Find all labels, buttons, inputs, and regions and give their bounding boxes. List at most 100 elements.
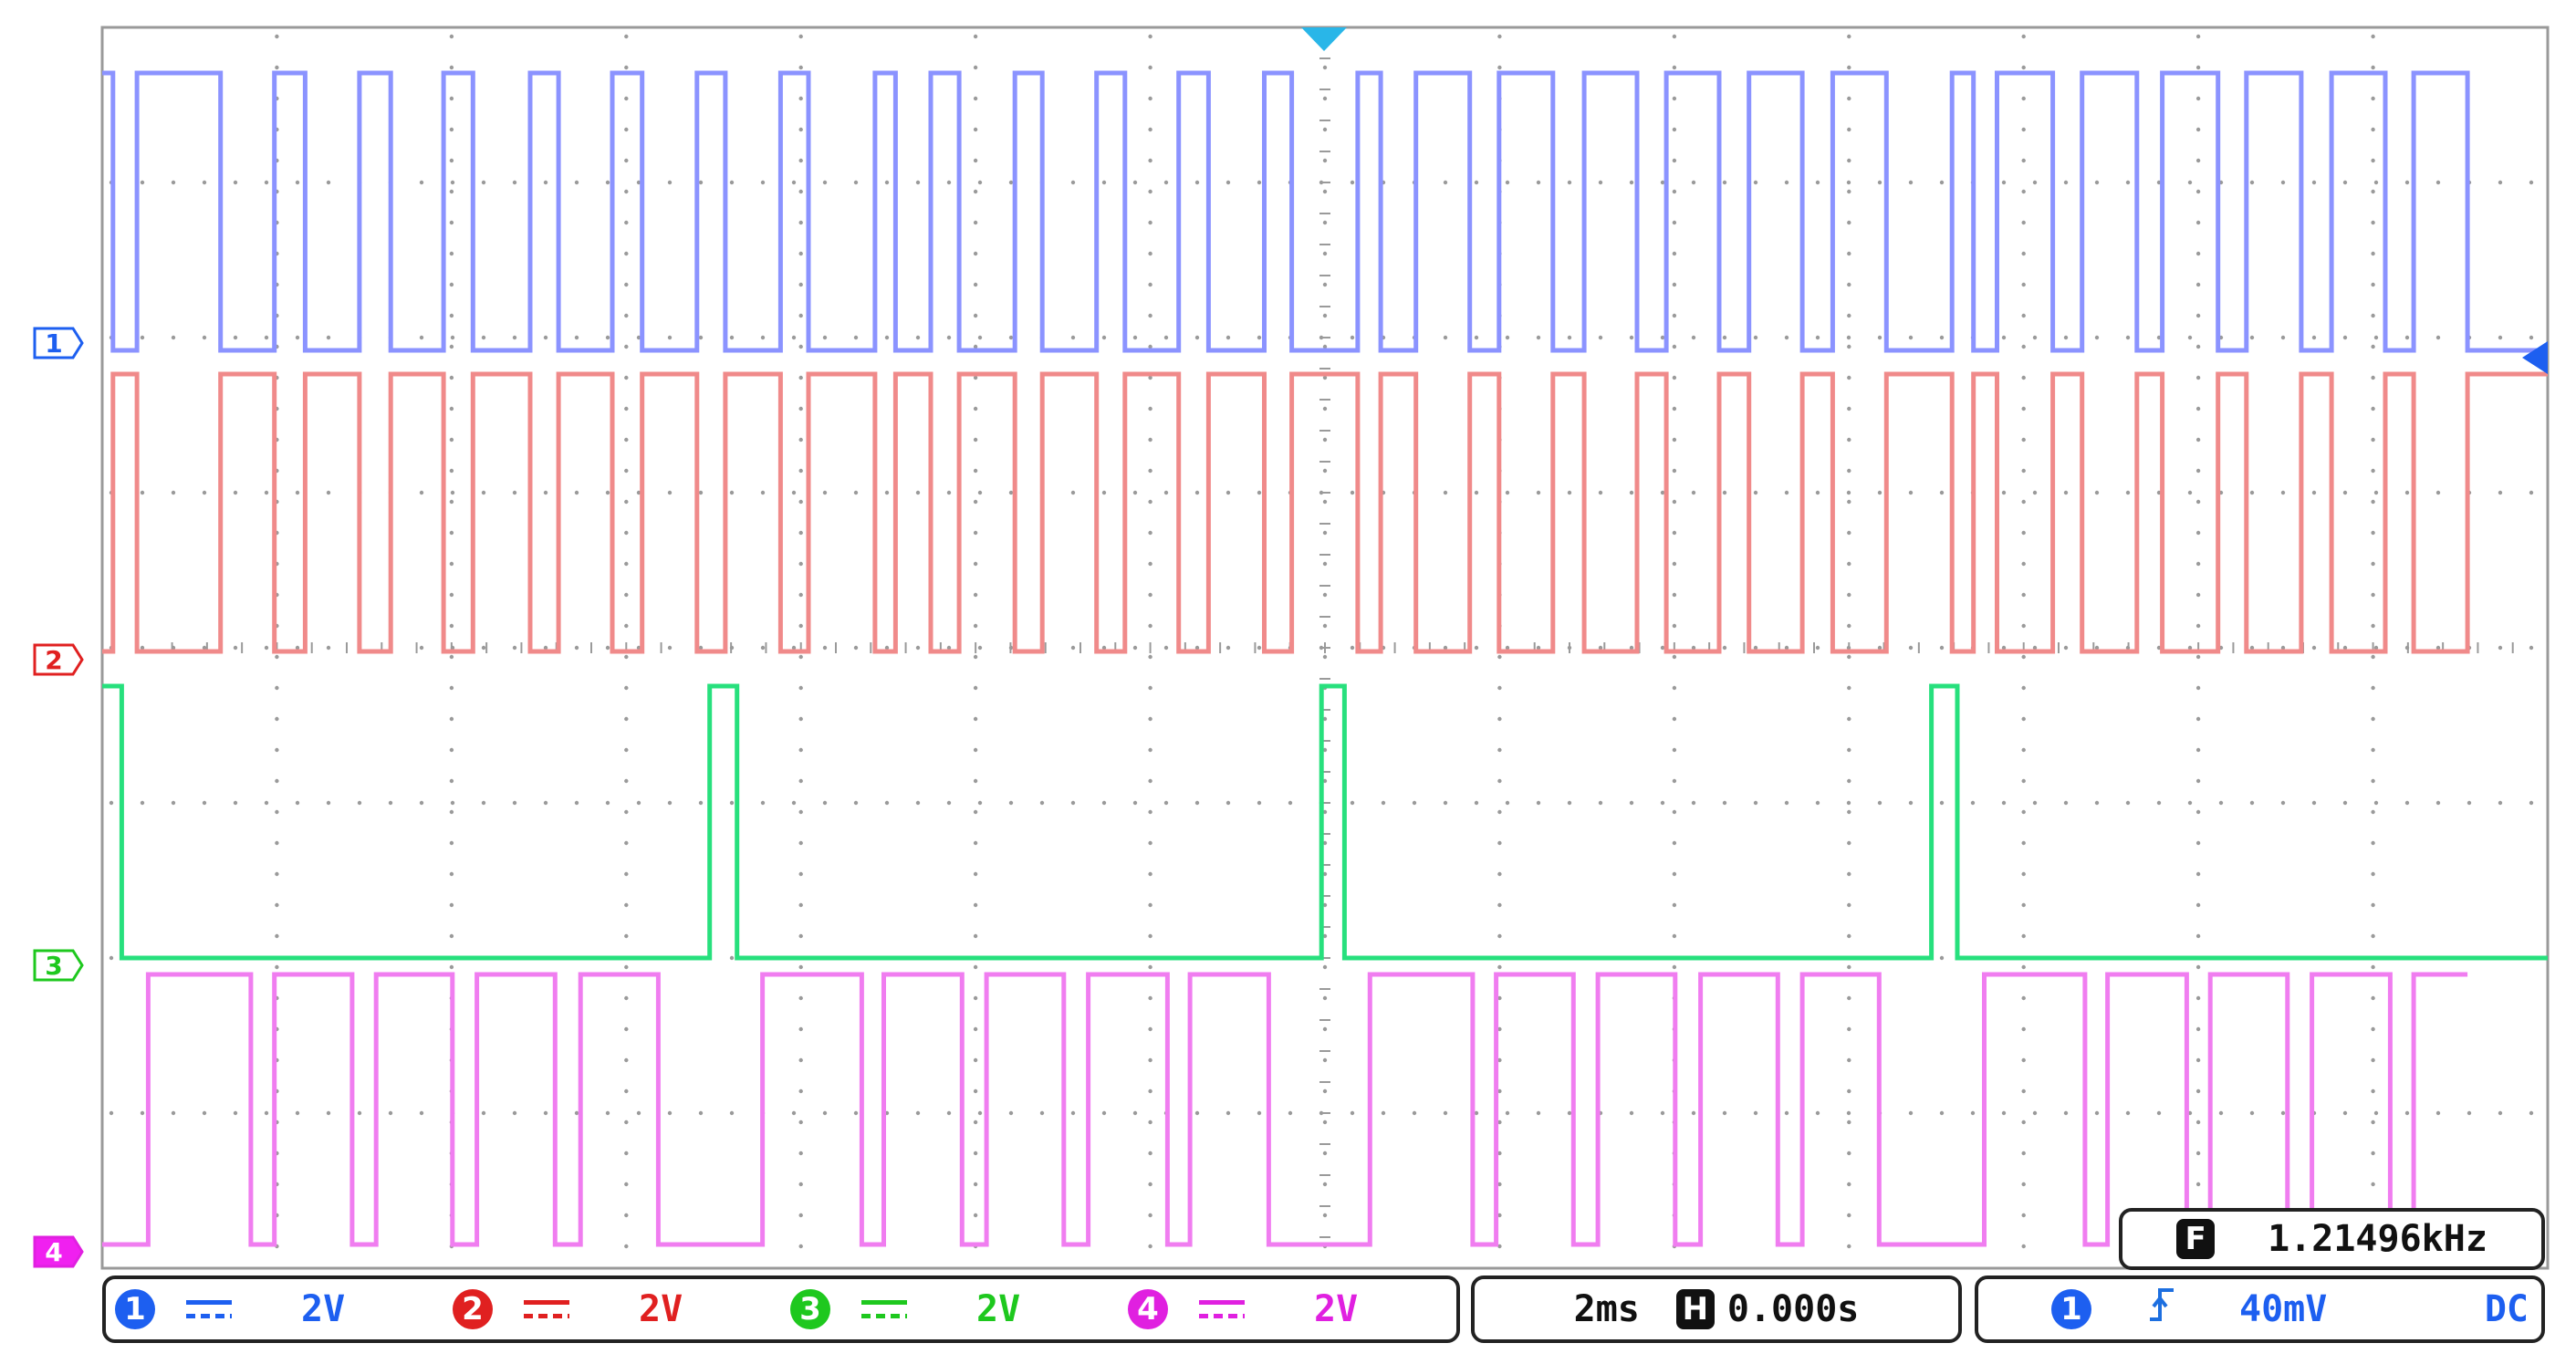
grid-dot: [973, 375, 978, 380]
grid-dot: [1847, 282, 1851, 287]
grid-dot: [2195, 127, 2201, 132]
grid-dot: [624, 189, 629, 194]
grid-dot: [1322, 654, 1328, 660]
grid-dot: [2021, 96, 2026, 101]
timebase-status[interactable]: 2ms H 0.000s: [1471, 1275, 1962, 1343]
grid-dot: [295, 645, 300, 651]
grid-dot: [2021, 375, 2026, 380]
grid-dot: [1691, 180, 1696, 185]
grid-dot: [973, 127, 978, 132]
grid-dot: [798, 995, 803, 1001]
grid-dot: [1412, 800, 1417, 806]
grid-dot: [1148, 995, 1152, 1001]
grid-dot: [2342, 800, 2348, 806]
grid-dot: [973, 96, 978, 101]
grid-dot: [171, 490, 176, 495]
channel-4-status[interactable]: 4 2V: [1119, 1288, 1456, 1330]
grid-dot: [1322, 251, 1328, 256]
grid-dot: [973, 778, 978, 784]
grid-dot: [1672, 189, 1677, 194]
grid-dot: [1497, 1088, 1502, 1094]
grid-dot: [1567, 180, 1572, 185]
grid-dot: [1939, 800, 1945, 806]
grid-dot: [449, 778, 454, 784]
channel-2-status[interactable]: 2 2V: [443, 1288, 781, 1330]
grid-dot: [1497, 747, 1502, 753]
grid-dot: [973, 933, 978, 939]
grid-dot: [1497, 1244, 1502, 1249]
grid-dot: [798, 406, 803, 411]
grid-dot: [1908, 180, 1914, 185]
grid-dot: [449, 406, 454, 411]
waveform-traces: [102, 70, 2548, 1247]
channel-2-marker-label: 2: [45, 644, 63, 675]
channel-3-badge: 3: [790, 1289, 830, 1329]
grid-dot: [1322, 747, 1328, 753]
grid-dot: [1443, 335, 1448, 340]
grid-dot: [2001, 180, 2007, 185]
grid-dot: [2529, 335, 2534, 340]
grid-dot: [973, 1151, 978, 1156]
grid-dot: [2195, 592, 2201, 598]
grid-dot: [1194, 490, 1200, 495]
grid-dot: [1847, 313, 1851, 318]
grid-dot: [1598, 490, 1603, 495]
grid-dot: [1322, 1088, 1328, 1094]
channel-1-marker[interactable]: 1: [33, 327, 84, 359]
grid-dot: [1322, 530, 1328, 536]
grid-dot: [1070, 180, 1076, 185]
grid-dot: [2195, 1182, 2201, 1187]
grid-dot: [1497, 840, 1502, 846]
grid-dot: [1505, 490, 1510, 495]
grid-dot: [798, 654, 803, 660]
grid-dot: [1148, 530, 1152, 536]
grid-dot: [624, 623, 629, 629]
trigger-status[interactable]: 1 40mV DC: [1975, 1275, 2545, 1343]
grid-dot: [1148, 964, 1152, 970]
grid-dot: [729, 180, 735, 185]
grid-dot: [449, 34, 454, 39]
grid-dot: [1908, 490, 1914, 495]
grid-dot: [636, 335, 641, 340]
grid-dot: [798, 499, 803, 505]
grid-dot: [2021, 127, 2026, 132]
grid-dot: [1497, 995, 1502, 1001]
channel-3-marker[interactable]: 3: [33, 949, 84, 982]
grid-dot: [1505, 335, 1510, 340]
grid-dot: [798, 902, 803, 908]
grid-dot: [1847, 809, 1851, 815]
grid-dot: [1847, 127, 1851, 132]
dc-coupling-icon: [186, 1300, 232, 1318]
grid-dot: [2156, 800, 2162, 806]
grid-dot: [275, 747, 279, 753]
grid-dot: [2311, 490, 2317, 495]
grid-dot: [1148, 344, 1152, 349]
grid-dot: [1257, 1110, 1262, 1116]
grid-dot: [574, 645, 579, 651]
grid-dot: [1194, 800, 1200, 806]
grid-dot: [2063, 180, 2069, 185]
trigger-position-marker[interactable]: [1301, 27, 1347, 51]
grid-dot: [1225, 335, 1231, 340]
grid-dot: [605, 335, 610, 340]
grid-dot: [977, 1110, 983, 1116]
grid-dot: [624, 592, 629, 598]
grid-dot: [2195, 933, 2201, 939]
grid-dot: [1194, 180, 1200, 185]
channel-4-marker[interactable]: 4: [33, 1235, 84, 1268]
channel-1-status[interactable]: 1 2V: [106, 1288, 443, 1330]
grid-dot: [1722, 645, 1727, 651]
grid-dot: [1970, 1110, 1976, 1116]
dc-coupling-icon: [1199, 1300, 1245, 1318]
grid-dot: [973, 716, 978, 722]
grid-dot: [1225, 490, 1231, 495]
grid-dot: [791, 180, 797, 185]
grid-dot: [140, 800, 145, 806]
trigger-level-marker[interactable]: [2522, 341, 2548, 374]
grid-dot: [1322, 809, 1328, 815]
channel-2-marker[interactable]: 2: [33, 643, 84, 676]
channel-3-status[interactable]: 3 2V: [781, 1288, 1119, 1330]
grid-dot: [1148, 34, 1152, 39]
grid-dot: [2280, 180, 2286, 185]
grid-dot: [2342, 490, 2348, 495]
